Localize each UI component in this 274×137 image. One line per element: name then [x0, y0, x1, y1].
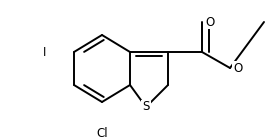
Text: O: O: [233, 62, 242, 75]
Text: S: S: [142, 101, 150, 113]
Text: Cl: Cl: [96, 127, 108, 137]
Text: I: I: [43, 45, 46, 58]
Text: O: O: [205, 15, 215, 28]
